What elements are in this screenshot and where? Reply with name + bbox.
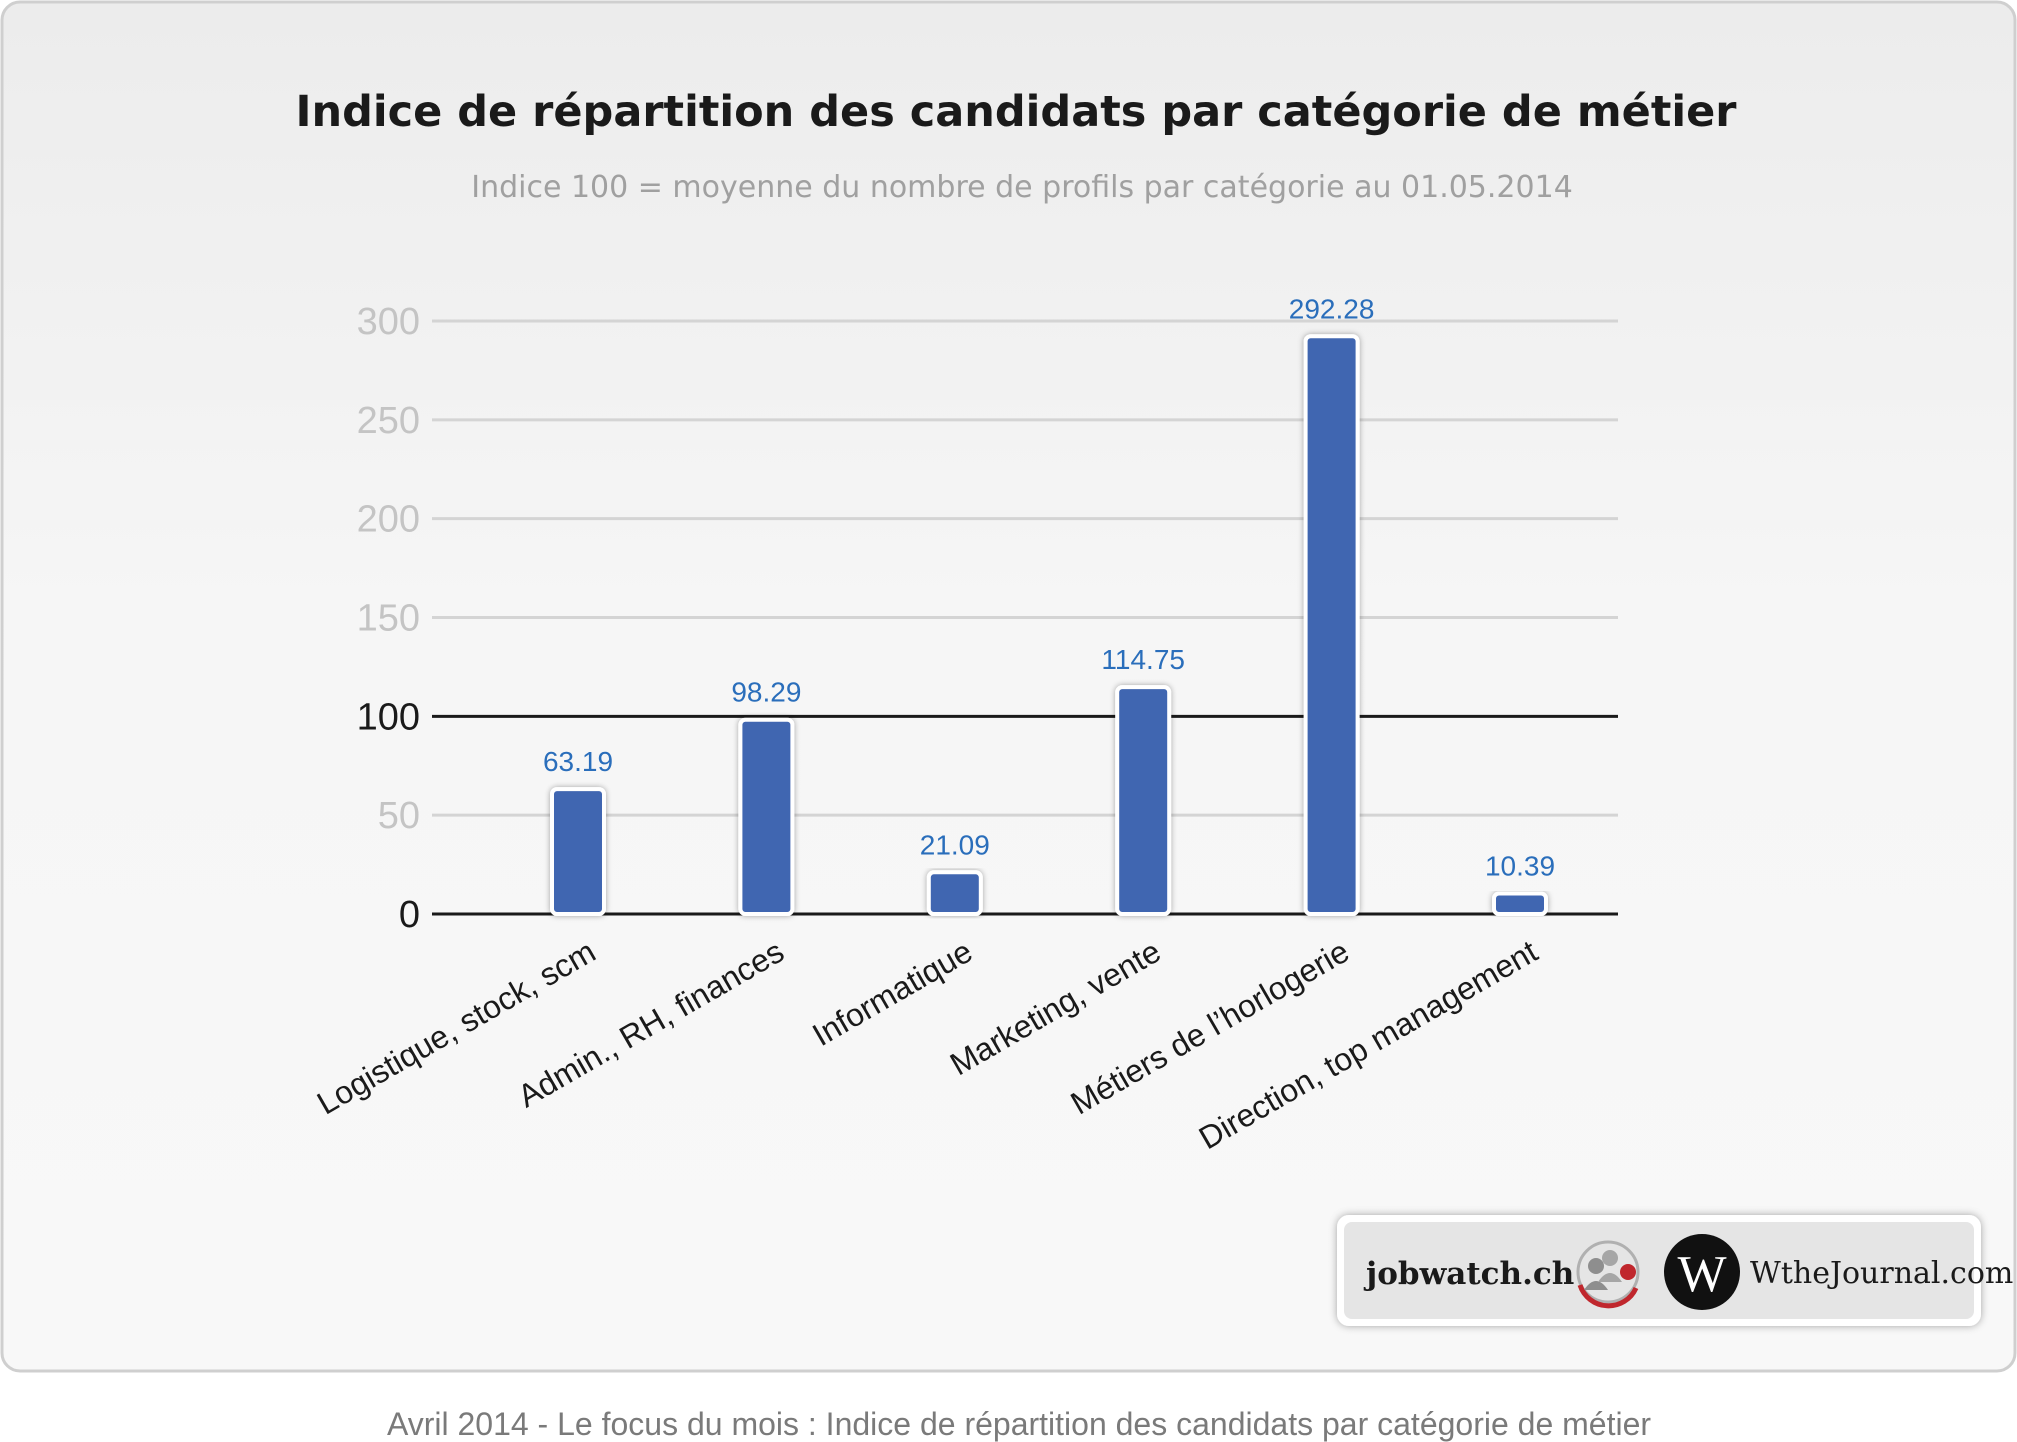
bar xyxy=(550,787,606,916)
bar xyxy=(1115,685,1172,916)
chart-panel xyxy=(0,0,2017,1373)
y-tick-label: 200 xyxy=(357,499,420,541)
data-label: 114.75 xyxy=(1101,644,1185,675)
data-label: 10.39 xyxy=(1485,850,1555,881)
y-tick-label: 250 xyxy=(357,400,420,442)
y-tick-label: 0 xyxy=(399,894,420,936)
wthejournal-logo-letter: W xyxy=(1677,1246,1726,1303)
jobwatch-people-icon xyxy=(1576,1240,1640,1309)
y-tick-label: 50 xyxy=(378,795,420,837)
chart-title: Indice de répartition des candidats par … xyxy=(296,87,1738,137)
y-tick-label: 100 xyxy=(357,696,420,738)
bar xyxy=(926,870,983,916)
data-label: 63.19 xyxy=(543,746,613,777)
value-labels: 63.19 98.29 21.09 114.75 292.28 10.39 xyxy=(543,293,1555,881)
data-label: 21.09 xyxy=(920,829,990,860)
y-axis-ticks: 0 50 100 150 200 250 300 xyxy=(357,301,420,936)
chart-subtitle: Indice 100 = moyenne du nombre de profil… xyxy=(471,170,1573,205)
bar xyxy=(1303,334,1360,916)
jobwatch-logo-text: jobwatch.ch xyxy=(1363,1256,1574,1292)
bar xyxy=(1492,891,1548,917)
wthejournal-logo-mark: W xyxy=(1664,1234,1740,1310)
gridlines xyxy=(432,319,1618,916)
wthejournal-logo-text: WtheJournal.com xyxy=(1750,1256,2013,1291)
logo-box: jobwatch.ch W WtheJournal.com xyxy=(1337,1215,2013,1326)
bar xyxy=(738,717,795,916)
data-label: 98.29 xyxy=(731,677,801,708)
footer-caption: Avril 2014 - Le focus du mois : Indice d… xyxy=(387,1406,1651,1442)
y-tick-label: 150 xyxy=(357,598,420,640)
y-tick-label: 300 xyxy=(357,301,420,343)
data-label: 292.28 xyxy=(1289,293,1375,324)
bars xyxy=(550,334,1548,917)
logo-box-inner xyxy=(1344,1222,1974,1319)
